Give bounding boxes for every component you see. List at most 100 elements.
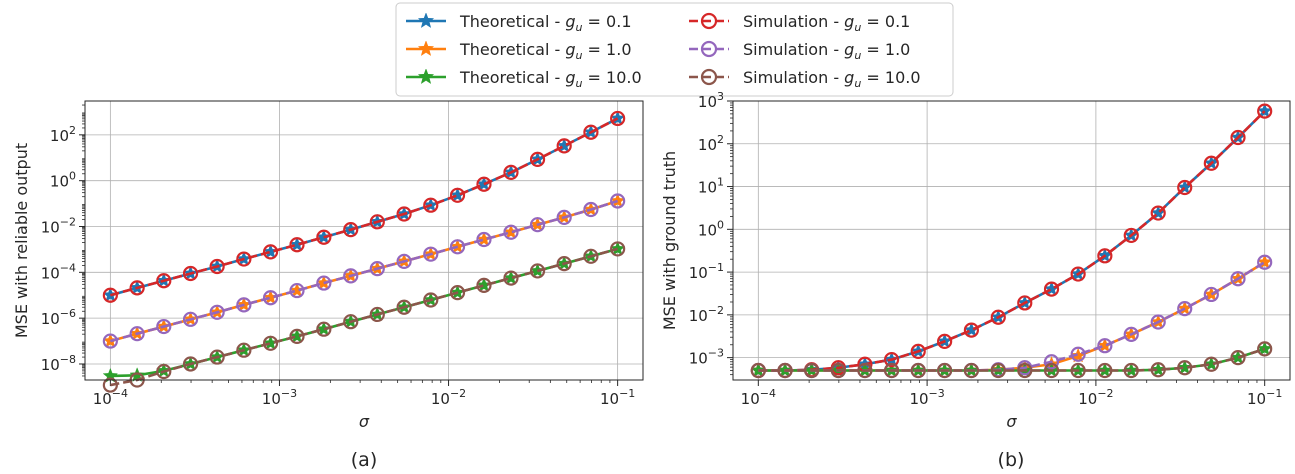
legend-g-value: = 0.1	[861, 12, 910, 31]
data-point-circle	[316, 275, 332, 291]
y-tick-label: 10−1	[689, 261, 724, 282]
tick-base: 10	[93, 390, 112, 408]
data-point-circle	[804, 362, 820, 379]
data-point-circle	[529, 217, 546, 233]
data-point-circle	[262, 244, 279, 260]
tick-base: 10	[741, 390, 760, 408]
y-tick-label: 10−6	[41, 307, 76, 328]
data-point-circle	[529, 151, 546, 167]
data-point-circle	[423, 292, 439, 308]
data-point-circle	[1257, 103, 1273, 119]
data-point-circle	[1177, 360, 1193, 376]
data-point-circle	[1043, 362, 1060, 379]
data-point-circle	[262, 290, 279, 306]
y-tick-label: 102	[698, 133, 724, 154]
legend-entry: Simulation - gu = 1.0	[689, 40, 910, 62]
data-point-circle	[883, 351, 900, 368]
legend-entry: Theoretical - gu = 0.1	[406, 12, 632, 34]
tick-exponent: −4	[760, 387, 776, 400]
series-line	[758, 110, 1266, 372]
y-tick-label: 10−3	[689, 347, 724, 368]
data-point-circle	[910, 343, 926, 359]
tick-base: 10	[50, 173, 69, 191]
x-axis-label: σ	[1006, 412, 1017, 431]
legend-label: Simulation - gu = 1.0	[743, 40, 910, 62]
y-axis-label: MSE with reliable output	[12, 143, 31, 338]
y-tick-label: 100	[698, 218, 724, 239]
tick-exponent: 0	[69, 170, 76, 183]
data-point-circle	[449, 285, 466, 301]
legend-g-subscript: u	[575, 21, 582, 34]
data-point-circle	[369, 306, 385, 323]
data-point-circle	[529, 263, 546, 279]
data-point-circle	[343, 314, 359, 330]
tick-base: 10	[1078, 390, 1097, 408]
data-point-circle	[1203, 286, 1219, 303]
data-point-circle	[236, 251, 252, 267]
data-point-circle	[102, 377, 118, 393]
series-line	[758, 261, 1266, 372]
tick-exponent: −1	[1266, 387, 1282, 400]
data-point-circle	[396, 253, 412, 269]
x-tick-label: 10−1	[600, 387, 635, 408]
legend-g-value: = 1.0	[861, 40, 910, 59]
tick-exponent: −1	[708, 261, 724, 274]
legend-prefix: Theoretical -	[459, 12, 565, 31]
legend-g-symbol: g	[565, 40, 575, 59]
legend-g-symbol: g	[844, 40, 854, 59]
tick-base: 10	[41, 356, 60, 374]
data-point-circle	[1257, 254, 1273, 270]
legend-marker-star	[417, 40, 435, 57]
legend-g-subscript: u	[854, 77, 861, 90]
series-line	[758, 110, 1266, 372]
legend-g-symbol: g	[844, 12, 854, 31]
data-point-circle	[182, 356, 199, 372]
x-tick-label: 10−3	[262, 387, 297, 408]
data-point-circle	[1150, 362, 1166, 378]
legend-label: Simulation - gu = 0.1	[743, 12, 910, 34]
tick-exponent: 2	[69, 124, 76, 137]
panel-a: 10−4 10−3 10−2 10−110−810−610−410−2100102σM…	[12, 100, 644, 471]
series-group	[750, 102, 1273, 379]
data-point-circle	[1150, 314, 1166, 330]
data-point-circle	[476, 176, 492, 192]
data-point-circle	[156, 363, 172, 380]
tick-base: 10	[689, 264, 708, 282]
legend-label: Theoretical - gu = 1.0	[459, 40, 632, 62]
legend-marker-circle	[700, 12, 718, 30]
data-point-circle	[289, 237, 305, 253]
data-point-circle	[289, 282, 305, 299]
series-line	[110, 199, 619, 343]
data-point-circle	[316, 321, 332, 337]
y-tick-label: 103	[698, 90, 724, 111]
legend-entry: Simulation - gu = 0.1	[689, 12, 910, 34]
legend-entry: Simulation - gu = 10.0	[689, 68, 921, 90]
tick-base: 10	[1247, 390, 1266, 408]
data-point-circle	[910, 362, 926, 379]
legend-g-subscript: u	[854, 49, 861, 62]
data-point-star	[129, 367, 145, 382]
tick-exponent: 1	[717, 176, 724, 189]
data-point-circle	[1230, 129, 1246, 146]
data-point-circle	[583, 124, 599, 140]
data-point-circle	[156, 318, 172, 335]
axes-frame	[84, 100, 644, 381]
data-point-circle	[182, 265, 199, 282]
tick-base: 10	[41, 219, 60, 237]
data-point-circle	[423, 246, 439, 262]
data-point-circle	[423, 197, 439, 213]
series-line	[110, 117, 619, 297]
legend-marker-circle	[700, 40, 718, 58]
data-point-circle	[369, 214, 385, 230]
data-point-circle	[990, 362, 1006, 379]
legend-box	[395, 2, 954, 97]
data-point-circle	[750, 362, 766, 379]
data-point-circle	[476, 231, 492, 248]
tick-exponent: −2	[60, 216, 76, 229]
data-point-circle	[990, 309, 1006, 325]
data-point-circle	[556, 138, 572, 154]
tick-exponent: −4	[60, 261, 76, 274]
data-point-circle	[236, 342, 252, 358]
panel-b: 10−4 10−3 10−2 10−110−310−210−1100101102103…	[660, 90, 1291, 471]
